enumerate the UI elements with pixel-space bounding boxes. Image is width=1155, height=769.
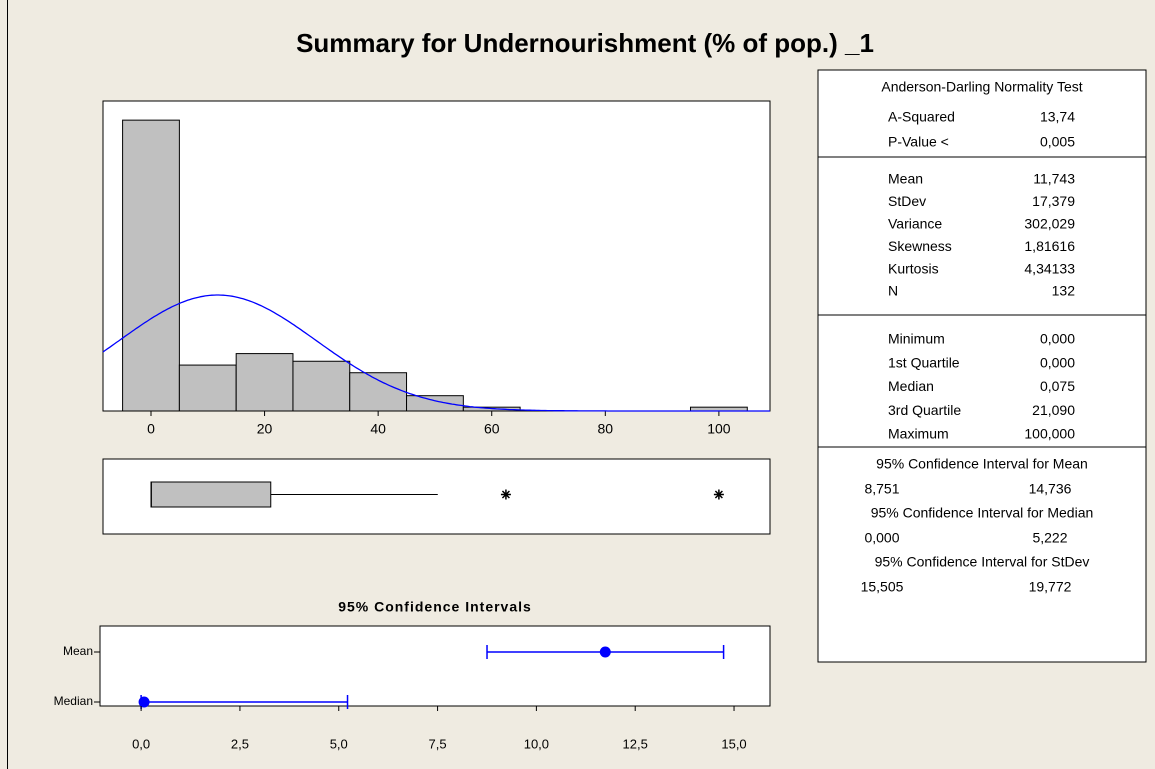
x-tick-label: 0,0	[132, 736, 150, 751]
x-tick-label: 60	[484, 421, 500, 437]
stat-value: 21,090	[1032, 402, 1075, 418]
normal-curve	[102, 294, 770, 412]
stat-label: Median	[888, 378, 934, 394]
stats-table	[817, 69, 1147, 663]
x-tick-label: 10,0	[524, 736, 549, 751]
bar	[178, 364, 237, 412]
interval-heading: 95% Confidence Interval for StDev	[875, 554, 1090, 570]
interval-high: 14,736	[1029, 481, 1072, 497]
y-tick-label: Mean	[63, 644, 93, 658]
stat-label: A-Squared	[888, 109, 955, 125]
interval-low: 8,751	[864, 481, 899, 497]
interval-low: 15,505	[861, 579, 904, 595]
x-tick-label: 40	[370, 421, 386, 437]
stat-value: 4,34133	[1024, 260, 1075, 276]
stat-label: 1st Quartile	[888, 354, 960, 370]
stat-label: P-Value <	[888, 134, 949, 150]
title: Summary for Undernourishment (% of pop.)…	[296, 28, 874, 58]
stat-value: 0,075	[1040, 378, 1075, 394]
stat-value: 11,743	[1033, 171, 1075, 187]
stat-label: StDev	[888, 193, 926, 209]
outlier	[500, 489, 511, 500]
x-tick-label: 12,5	[623, 736, 648, 751]
stat-label: Maximum	[888, 426, 949, 442]
interval-high: 5,222	[1032, 530, 1067, 546]
stat-value: 13,74	[1040, 109, 1075, 125]
stat-label: Minimum	[888, 331, 945, 347]
stat-value: 0,005	[1040, 134, 1075, 150]
y-tick-label: Median	[54, 694, 93, 708]
stat-label: N	[888, 283, 898, 299]
stat-value: 17,379	[1032, 193, 1075, 209]
stat-value: 0,000	[1040, 331, 1075, 347]
bar	[122, 119, 180, 412]
stat-value: 302,029	[1024, 216, 1075, 232]
x-tick-label: 20	[257, 421, 273, 437]
interval-high: 19,772	[1029, 579, 1072, 595]
table-heading: Anderson-Darling Normality Test	[881, 79, 1082, 95]
stat-value: 0,000	[1040, 354, 1075, 370]
histogram-frame	[102, 100, 771, 412]
stat-label: Mean	[888, 171, 923, 187]
outlier	[713, 489, 724, 500]
stat-label: Kurtosis	[888, 260, 939, 276]
stat-label: 3rd Quartile	[888, 402, 961, 418]
interval-frame	[99, 625, 771, 707]
x-tick-label: 80	[598, 421, 614, 437]
bar	[292, 360, 351, 412]
stat-value: 100,000	[1024, 426, 1075, 442]
interval-heading: 95% Confidence Interval for Mean	[876, 456, 1088, 472]
x-tick-label: 100	[707, 421, 731, 437]
x-tick-label: 5,0	[330, 736, 348, 751]
interval-heading: 95% Confidence Interval for Median	[871, 505, 1094, 521]
bar	[406, 395, 464, 412]
bar	[235, 353, 294, 412]
stat-value: 132	[1052, 283, 1076, 299]
bar	[349, 372, 408, 412]
estimate	[599, 646, 611, 658]
x-tick-label: 15,0	[721, 736, 746, 751]
interval-low: 0,000	[864, 530, 899, 546]
box	[150, 481, 272, 508]
stat-label: Skewness	[888, 238, 952, 254]
stat-value: 1,81616	[1024, 238, 1075, 254]
x-tick-label: 0	[147, 421, 155, 437]
x-tick-label: 2,5	[231, 736, 249, 751]
stat-label: Variance	[888, 216, 942, 232]
interval-title: 95% Confidence Intervals	[338, 599, 532, 615]
estimate	[138, 696, 150, 708]
x-tick-label: 7,5	[429, 736, 447, 751]
